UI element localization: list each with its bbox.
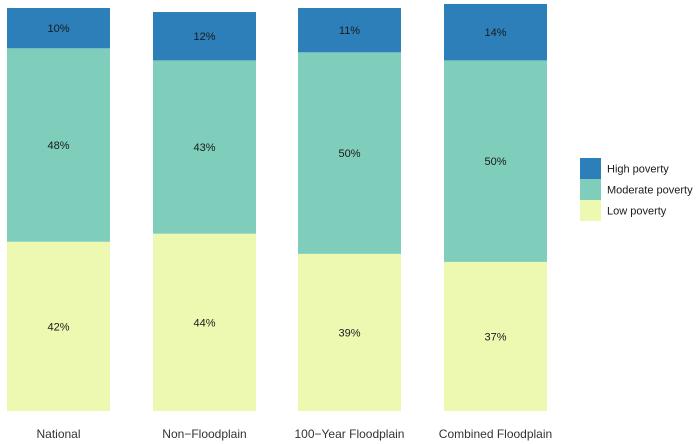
data-label-combined-floodplain-high-poverty: 14% — [484, 27, 506, 39]
bar-segment-national-low-poverty — [7, 241, 110, 411]
data-label-combined-floodplain-moderate-poverty: 50% — [484, 156, 506, 168]
legend-label-moderate-poverty: Moderate poverty — [607, 185, 693, 197]
legend-key-low-poverty — [580, 200, 601, 221]
data-label-non-floodplain-moderate-poverty: 43% — [193, 142, 215, 154]
legend-label-high-poverty: High poverty — [607, 164, 669, 176]
category-label-national: National — [36, 427, 80, 441]
category-label-combined-floodplain: Combined Floodplain — [439, 427, 552, 441]
bars-group — [7, 3, 547, 411]
category-labels-group: National Non−Floodplain 100−Year Floodplai… — [36, 427, 552, 441]
data-label-national-moderate-poverty: 48% — [47, 140, 69, 152]
bar-segment-non-floodplain-moderate-poverty — [153, 60, 256, 234]
category-label-non-floodplain: Non−Floodplain — [162, 427, 246, 441]
data-label-100-year-floodplain-high-poverty: 11% — [339, 25, 360, 37]
segment-labels-group: 42% 48% 10% 44% 43% 12% 39% 50% 11% 37% 50% 14% — [47, 23, 506, 343]
data-label-national-high-poverty: 10% — [47, 23, 69, 35]
bar-segment-non-floodplain-low-poverty — [153, 233, 256, 411]
data-label-100-year-floodplain-moderate-poverty: 50% — [338, 148, 360, 160]
bar-segment-100-year-floodplain-high-poverty — [298, 8, 401, 53]
legend-key-high-poverty — [580, 158, 601, 179]
data-label-combined-floodplain-low-poverty: 37% — [484, 331, 506, 343]
category-label-100-year-floodplain: 100−Year Floodplain — [295, 427, 405, 441]
bar-segment-combined-floodplain-low-poverty — [444, 261, 547, 411]
data-label-100-year-floodplain-low-poverty: 39% — [338, 327, 360, 339]
legend-key-moderate-poverty — [580, 179, 601, 200]
bar-segment-national-high-poverty — [7, 8, 110, 49]
bar-segment-national-moderate-poverty — [7, 48, 110, 242]
bar-segment-100-year-floodplain-low-poverty — [298, 253, 401, 411]
data-label-non-floodplain-low-poverty: 44% — [193, 317, 215, 329]
data-label-national-low-poverty: 42% — [47, 321, 69, 333]
data-label-non-floodplain-high-poverty: 12% — [193, 31, 215, 43]
bar-segment-combined-floodplain-high-poverty — [444, 3, 547, 61]
bar-segment-100-year-floodplain-moderate-poverty — [298, 52, 401, 254]
legend-label-low-poverty: Low poverty — [607, 206, 667, 218]
legend: High poverty Moderate poverty Low poverty — [580, 158, 693, 221]
bar-segment-non-floodplain-high-poverty — [153, 12, 256, 61]
bar-segment-combined-floodplain-moderate-poverty — [444, 60, 547, 262]
